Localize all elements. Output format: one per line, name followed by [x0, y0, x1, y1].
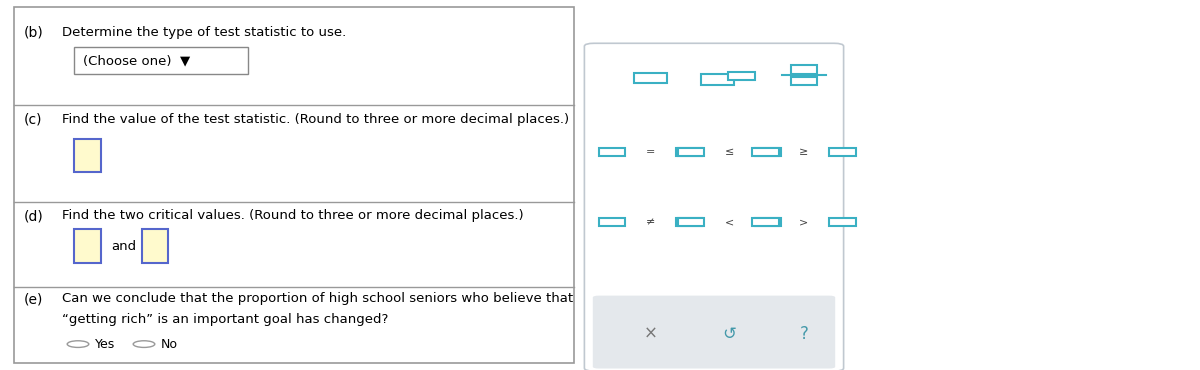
Text: No: No: [161, 337, 178, 351]
FancyBboxPatch shape: [829, 148, 856, 156]
Text: ≤: ≤: [725, 147, 734, 157]
FancyBboxPatch shape: [752, 218, 779, 226]
FancyBboxPatch shape: [599, 148, 625, 156]
Text: ≥: ≥: [799, 147, 809, 157]
FancyBboxPatch shape: [74, 47, 248, 74]
Text: Find the two critical values. (Round to three or more decimal places.): Find the two critical values. (Round to …: [62, 209, 524, 222]
Text: ↺: ↺: [722, 325, 737, 343]
Text: ?: ?: [799, 325, 809, 343]
FancyBboxPatch shape: [791, 77, 817, 85]
FancyBboxPatch shape: [678, 218, 704, 226]
FancyBboxPatch shape: [142, 229, 168, 263]
FancyBboxPatch shape: [584, 43, 844, 370]
Text: =: =: [646, 147, 655, 157]
Text: ×: ×: [643, 325, 658, 343]
FancyBboxPatch shape: [755, 218, 781, 226]
FancyBboxPatch shape: [593, 296, 835, 369]
Text: Determine the type of test statistic to use.: Determine the type of test statistic to …: [62, 26, 347, 39]
FancyBboxPatch shape: [74, 229, 101, 263]
Text: (d): (d): [24, 209, 43, 223]
FancyBboxPatch shape: [599, 218, 625, 226]
Text: Can we conclude that the proportion of high school seniors who believe that: Can we conclude that the proportion of h…: [62, 292, 574, 305]
FancyBboxPatch shape: [74, 139, 101, 172]
FancyBboxPatch shape: [676, 148, 702, 156]
FancyBboxPatch shape: [634, 73, 667, 83]
Text: (b): (b): [24, 26, 43, 40]
FancyBboxPatch shape: [701, 74, 734, 85]
FancyBboxPatch shape: [829, 218, 856, 226]
Text: and: and: [112, 239, 137, 253]
Text: >: >: [799, 217, 809, 227]
FancyBboxPatch shape: [791, 65, 817, 74]
FancyBboxPatch shape: [676, 218, 702, 226]
FancyBboxPatch shape: [755, 148, 781, 156]
FancyBboxPatch shape: [14, 7, 574, 363]
Text: “getting rich” is an important goal has changed?: “getting rich” is an important goal has …: [62, 313, 389, 326]
Text: <: <: [725, 217, 734, 227]
FancyBboxPatch shape: [678, 148, 704, 156]
FancyBboxPatch shape: [752, 148, 779, 156]
FancyBboxPatch shape: [728, 72, 755, 80]
Text: Find the value of the test statistic. (Round to three or more decimal places.): Find the value of the test statistic. (R…: [62, 113, 570, 126]
Text: (Choose one)  ▼: (Choose one) ▼: [83, 54, 190, 67]
Text: ≠: ≠: [646, 217, 655, 227]
Text: (e): (e): [24, 292, 43, 306]
Text: Yes: Yes: [95, 337, 115, 351]
Text: (c): (c): [24, 113, 42, 127]
